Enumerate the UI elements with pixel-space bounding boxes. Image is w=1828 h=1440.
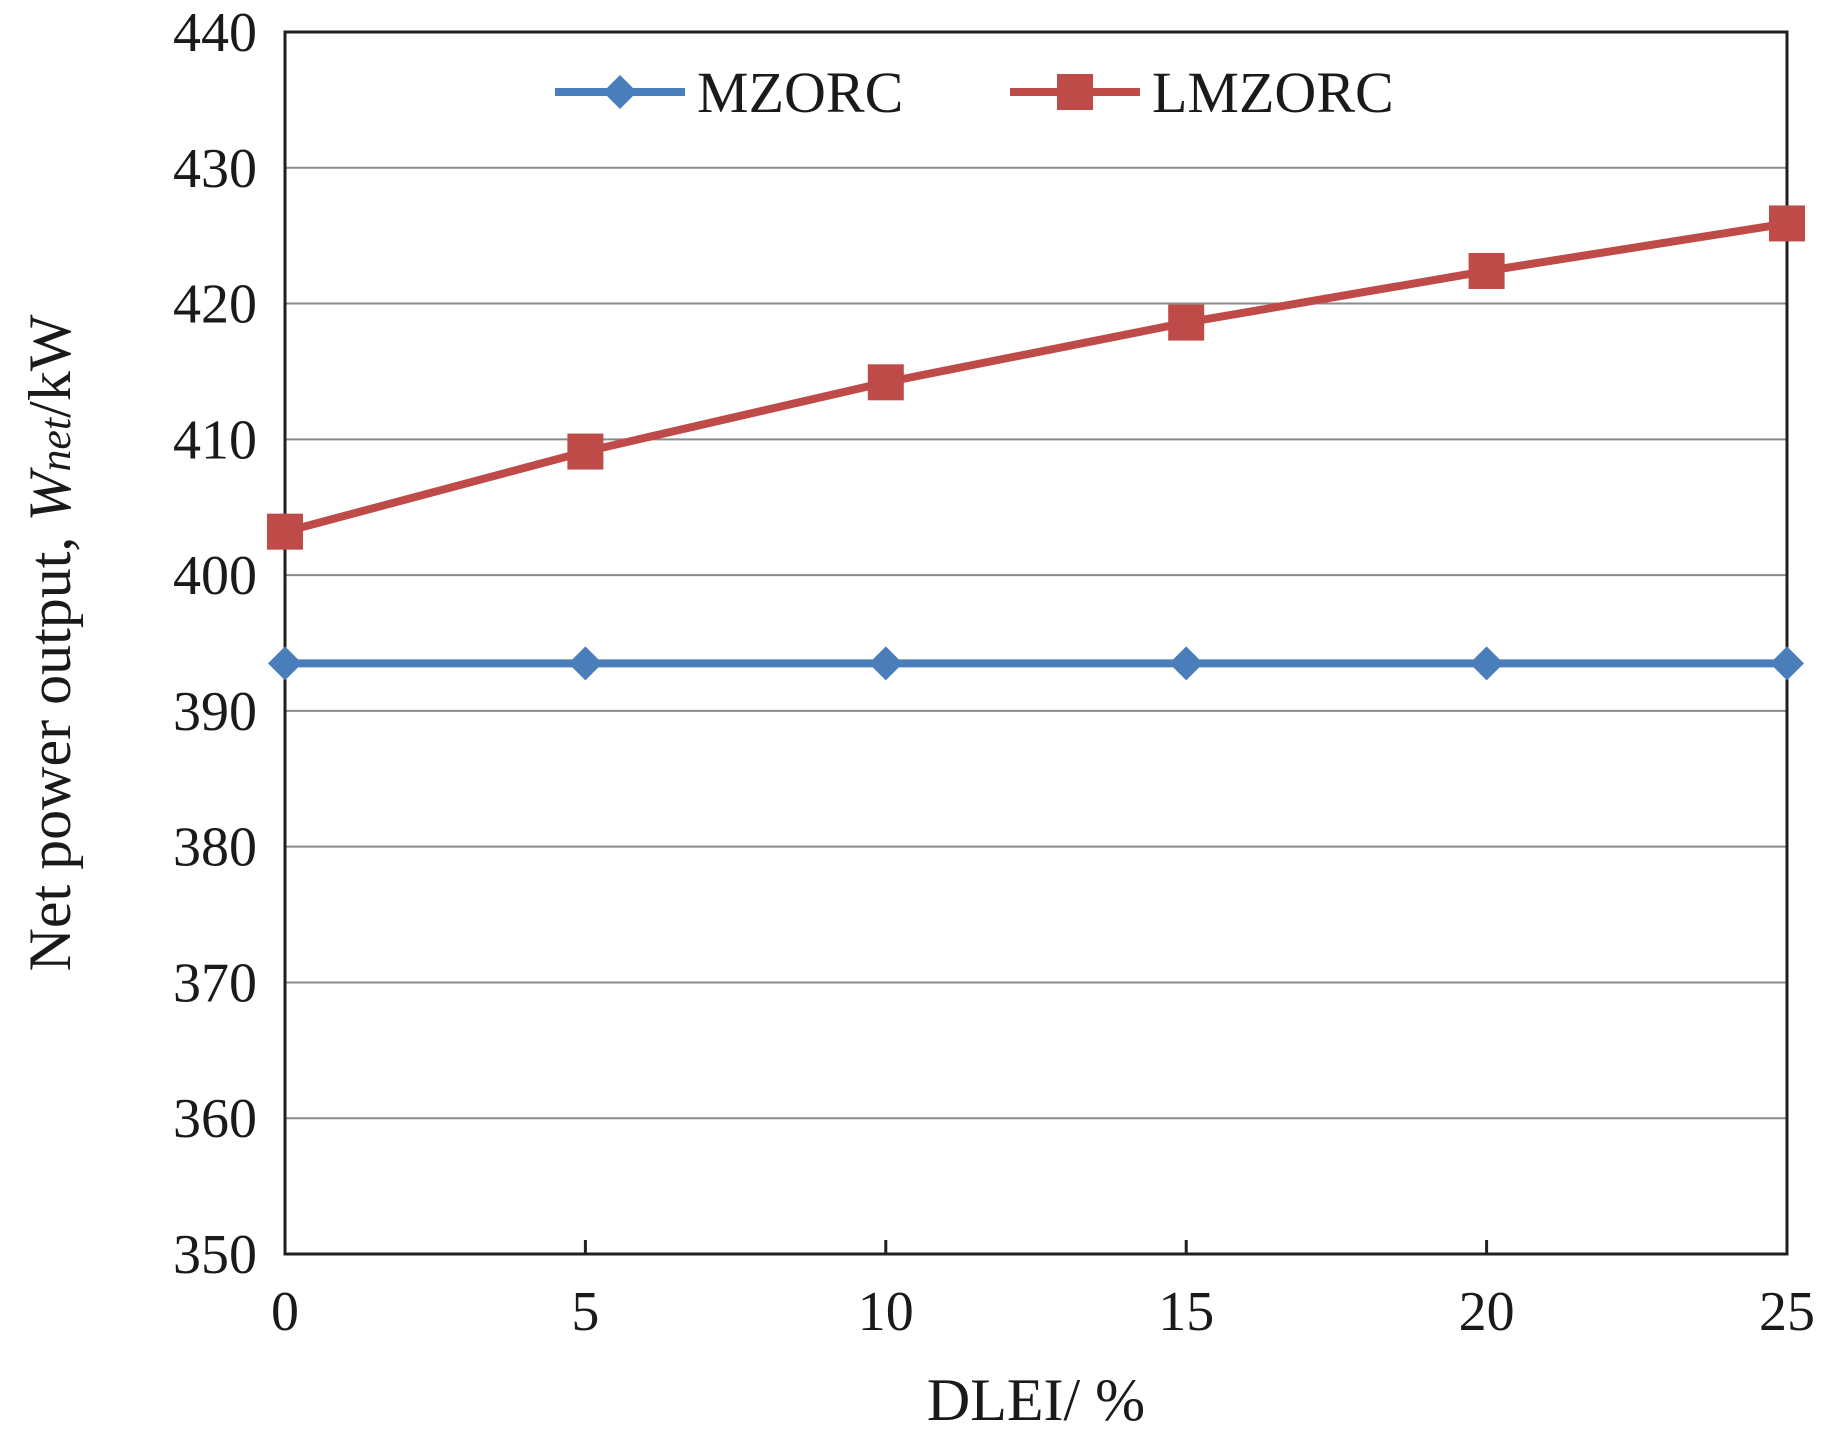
data-point-mzorc-0	[268, 646, 302, 681]
data-point-lmzorc-10	[867, 364, 904, 401]
data-point-mzorc-20	[1469, 646, 1504, 681]
y-axis-title: Net power output, Wnet/kW	[17, 314, 83, 971]
y-tick-label-430: 430	[173, 138, 257, 200]
legend-entry-mzorc: MZORC	[555, 60, 903, 125]
x-tick-label-15: 15	[1158, 1281, 1214, 1343]
data-point-mzorc-5	[568, 646, 603, 681]
y-axis-title-prefix: Net power output,	[17, 522, 83, 972]
y-tick-label-350: 350	[173, 1224, 257, 1286]
legend-label-mzorc: MZORC	[697, 60, 903, 125]
x-tick-label-5: 5	[571, 1281, 599, 1343]
y-tick-label-380: 380	[173, 817, 257, 879]
y-tick-label-370: 370	[173, 952, 257, 1014]
legend: MZORC LMZORC	[555, 60, 1394, 125]
legend-entry-lmzorc: LMZORC	[1010, 60, 1394, 125]
legend-marker-lmzorc	[1057, 74, 1093, 110]
x-tick-label-0: 0	[271, 1281, 299, 1343]
data-point-lmzorc-25	[1769, 205, 1805, 242]
series-line-lmzorc	[281, 219, 1791, 536]
gridlines	[285, 166, 1787, 1120]
data-point-lmzorc-15	[1168, 304, 1205, 341]
plot-area-frame	[283, 30, 1789, 1256]
y-axis-tick-labels: 350 360 370 380 390 400 410 420 430 440	[173, 2, 257, 1286]
y-axis-title-variable: W	[17, 467, 83, 522]
x-axis-tick-labels: 0 5 10 15 20 25	[271, 1281, 1815, 1343]
y-axis-title-unit: /kW	[17, 314, 83, 418]
x-tick-label-25: 25	[1759, 1281, 1815, 1343]
x-axis-ticks	[283, 1240, 1789, 1254]
data-point-mzorc-25	[1770, 646, 1804, 681]
y-tick-label-400: 400	[173, 545, 257, 607]
legend-marker-mzorc	[603, 75, 637, 109]
data-point-lmzorc-5	[567, 433, 604, 470]
y-tick-label-420: 420	[173, 274, 257, 336]
y-tick-label-390: 390	[173, 681, 257, 743]
y-tick-label-440: 440	[173, 2, 257, 64]
data-point-lmzorc-20	[1468, 252, 1505, 289]
data-point-mzorc-15	[1169, 646, 1204, 681]
series-mzorc	[268, 646, 1804, 681]
data-point-lmzorc-0	[267, 513, 303, 550]
y-tick-label-360: 360	[173, 1088, 257, 1150]
x-tick-label-10: 10	[858, 1281, 914, 1343]
y-axis-title-subscript: net	[31, 416, 80, 472]
y-tick-label-410: 410	[173, 409, 257, 471]
legend-label-lmzorc: LMZORC	[1152, 60, 1394, 125]
series-layer	[267, 205, 1805, 681]
x-tick-label-20: 20	[1459, 1281, 1515, 1343]
series-lmzorc	[267, 205, 1805, 550]
x-axis-title: DLEI/ %	[927, 1367, 1145, 1433]
data-point-mzorc-10	[868, 646, 903, 681]
